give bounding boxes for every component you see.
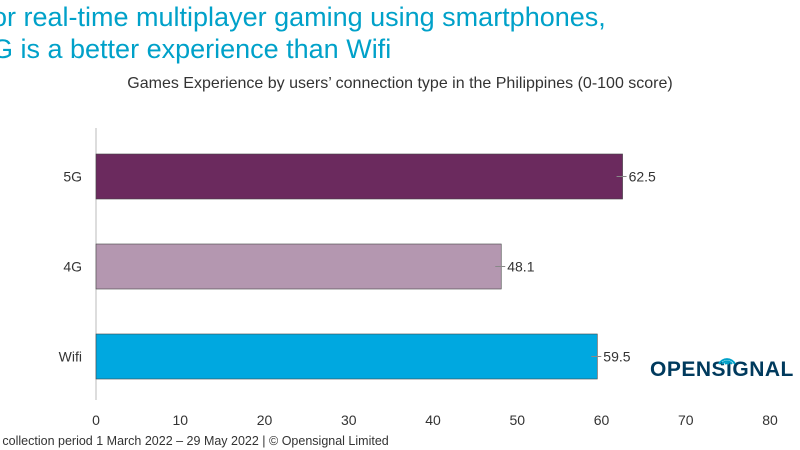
- footer-note: n collection period 1 March 2022 – 29 Ma…: [0, 434, 389, 448]
- x-tick-label: 20: [257, 412, 273, 428]
- bar-wifi: [95, 333, 598, 380]
- x-tick-label: 40: [425, 412, 441, 428]
- x-tick-label: 50: [509, 412, 525, 428]
- category-label: 5G: [63, 169, 82, 185]
- chart-title-line-1: or real-time multiplayer gaming using sm…: [0, 2, 606, 32]
- opensignal-logo: OPENSIGNAL: [650, 358, 794, 386]
- category-label: Wifi: [59, 349, 82, 365]
- chart-subtitle-text: Games Experience by users’ connection ty…: [127, 75, 673, 92]
- x-tick-label: 60: [594, 412, 610, 428]
- data-label: 59.5: [603, 349, 630, 365]
- bar-5g: [95, 153, 623, 200]
- x-tick-label: 0: [92, 412, 100, 428]
- data-label: 48.1: [507, 259, 534, 275]
- bar-4g: [95, 243, 502, 290]
- x-tick-label: 10: [172, 412, 188, 428]
- x-tick-label: 70: [678, 412, 694, 428]
- data-label: 62.5: [629, 169, 656, 185]
- logo-text: OPENSIGNAL: [650, 358, 794, 381]
- signal-icon: [718, 358, 736, 365]
- chart-title-line-2: G is a better experience than Wifi: [0, 34, 392, 64]
- chart-subtitle: Games Experience by users’ connection ty…: [0, 75, 800, 93]
- category-label: 4G: [63, 259, 82, 275]
- x-tick-label: 80: [762, 412, 778, 428]
- x-tick-label: 30: [341, 412, 357, 428]
